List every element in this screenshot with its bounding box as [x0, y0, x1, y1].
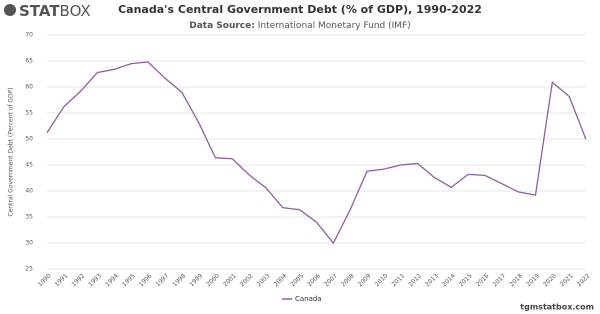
x-tick-label: 1996 [138, 272, 154, 288]
legend-label: Canada [295, 295, 322, 303]
x-tick-label: 2014 [441, 272, 457, 288]
y-tick-label: 40 [25, 188, 33, 195]
x-tick-label: 2008 [340, 272, 356, 288]
x-tick-label: 1992 [70, 272, 86, 288]
subtitle-label: Data Source: [189, 21, 255, 31]
x-tick-label: 2013 [424, 272, 440, 288]
logo-text: STATBOX [19, 2, 91, 20]
logo-icon [4, 4, 16, 16]
x-tick-label: 2001 [222, 272, 238, 288]
y-tick-label: 50 [25, 136, 33, 143]
x-tick-label: 2022 [576, 272, 592, 288]
x-tick-label: 2005 [289, 272, 305, 288]
logo-light: BOX [60, 2, 91, 20]
y-tick-label: 70 [25, 32, 33, 39]
x-tick-label: 2017 [492, 272, 508, 288]
x-tick-label: 2003 [256, 272, 272, 288]
y-tick-label: 35 [25, 214, 33, 221]
footer: tgmstatbox.com [520, 303, 594, 312]
logo: STATBOX [4, 2, 91, 20]
x-tick-label: 1993 [87, 272, 103, 288]
x-tick-label: 2006 [306, 272, 322, 288]
x-tick-label: 2019 [525, 272, 541, 288]
x-tick-label: 2011 [390, 272, 406, 288]
y-tick-label: 55 [25, 110, 33, 117]
x-tick-label: 2016 [475, 272, 491, 288]
x-tick-label: 1997 [155, 272, 171, 288]
y-axis-label: Central Government Debt (Percent of GDP) [8, 87, 15, 216]
y-tick-label: 25 [25, 266, 33, 273]
chart-subtitle: Data Source: International Monetary Fund… [189, 21, 411, 31]
x-tick-label: 2010 [374, 272, 390, 288]
x-tick-label: 1998 [171, 272, 187, 288]
x-tick-label: 1995 [121, 272, 137, 288]
y-tick-label: 65 [25, 58, 33, 65]
x-tick-label: 2015 [458, 272, 474, 288]
chart-title: Canada's Central Government Debt (% of G… [118, 3, 482, 16]
y-tick-label: 45 [25, 162, 33, 169]
x-tick-label: 2018 [508, 272, 524, 288]
data-line [46, 61, 587, 245]
x-tick-label: 2009 [357, 272, 373, 288]
x-tick-label: 1999 [188, 272, 204, 288]
x-tick-label: 2021 [559, 272, 575, 288]
x-tick-label: 2002 [239, 272, 255, 288]
x-tick-label: 2020 [542, 272, 558, 288]
x-tick-label: 2000 [205, 272, 221, 288]
x-tick-label: 2004 [273, 272, 289, 288]
x-tick-label: 1991 [54, 272, 70, 288]
x-tick-label: 1990 [37, 272, 53, 288]
y-tick-label: 30 [25, 240, 33, 247]
x-tick-label: 2012 [407, 272, 423, 288]
logo-bold: STAT [19, 2, 60, 20]
x-tick-label: 1994 [104, 272, 120, 288]
x-tick-label: 2007 [323, 272, 339, 288]
y-tick-label: 60 [25, 84, 33, 91]
subtitle-text: International Monetary Fund (IMF) [258, 21, 411, 31]
